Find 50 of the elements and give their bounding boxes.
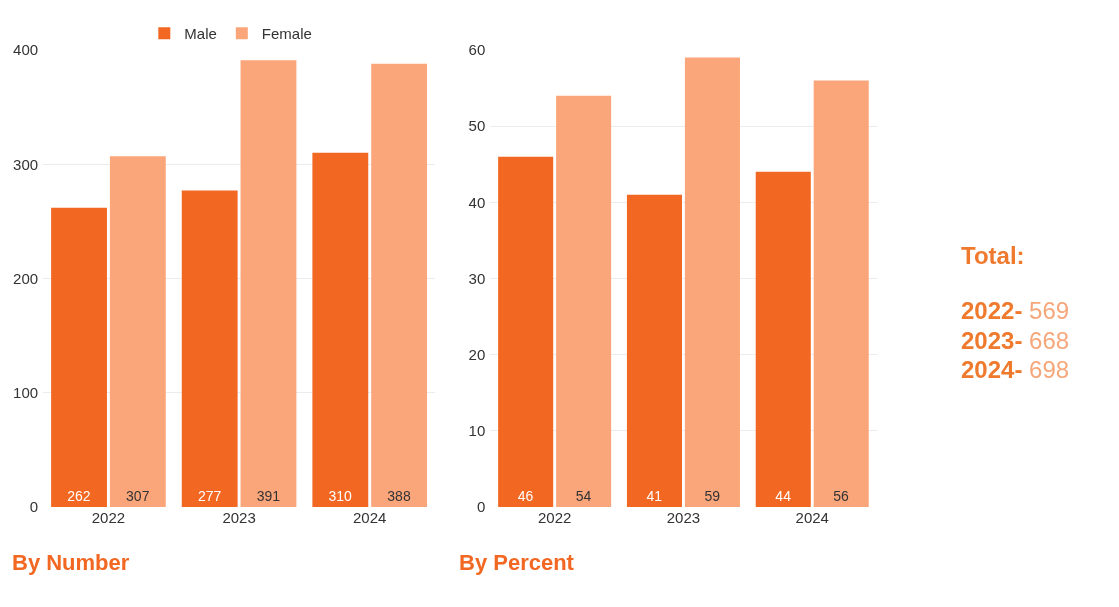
x-tick-label: 2024	[353, 509, 387, 526]
bar	[813, 80, 869, 507]
bar	[181, 190, 238, 507]
y-tick-label: 400	[13, 41, 39, 59]
bar	[684, 57, 740, 507]
data-label: 307	[126, 488, 150, 504]
data-label: 54	[575, 488, 592, 504]
y-tick-label: 0	[29, 498, 39, 516]
bar	[626, 194, 682, 507]
data-label: 46	[517, 488, 534, 504]
y-tick-label: 60	[468, 41, 486, 59]
y-tick-label: 10	[468, 422, 486, 440]
bar	[498, 156, 554, 507]
bar	[51, 207, 107, 507]
data-label: 44	[775, 488, 792, 504]
bar	[556, 95, 612, 507]
data-label: 59	[704, 488, 721, 504]
data-label: 310	[328, 488, 353, 504]
data-label: 56	[833, 488, 850, 504]
data-label: 41	[646, 488, 663, 504]
text: 2022- 569	[961, 297, 1070, 324]
legend-label: Female	[261, 25, 312, 43]
y-tick-label: 50	[468, 117, 486, 135]
text: By Percent	[459, 550, 575, 575]
data-label: 262	[67, 488, 91, 504]
y-tick-label: 200	[13, 269, 39, 287]
y-tick-label: 20	[468, 345, 486, 363]
y-tick-label: 0	[476, 498, 486, 516]
bar	[755, 171, 811, 507]
bar	[109, 156, 166, 507]
y-tick-label: 100	[13, 384, 39, 401]
y-tick-label: 40	[468, 193, 486, 211]
y-tick-label: 300	[13, 155, 39, 173]
data-label: 391	[256, 488, 281, 504]
x-tick-label: 2023	[666, 509, 701, 526]
x-tick-label: 2023	[222, 509, 256, 526]
text: 2024- 698	[961, 356, 1070, 383]
y-tick-label: 30	[468, 269, 486, 287]
text: 2023- 668	[961, 327, 1070, 354]
x-tick-label: 2022	[537, 509, 572, 526]
legend-label: Male	[184, 25, 217, 43]
data-label: 277	[197, 488, 222, 504]
x-tick-label: 2024	[795, 509, 829, 526]
data-label: 388	[387, 488, 411, 504]
bar	[312, 152, 369, 507]
text: By Number	[12, 550, 130, 575]
bar	[371, 63, 428, 507]
x-tick-label: 2022	[91, 509, 126, 526]
text: Total:	[961, 242, 1025, 269]
bar	[240, 60, 297, 507]
